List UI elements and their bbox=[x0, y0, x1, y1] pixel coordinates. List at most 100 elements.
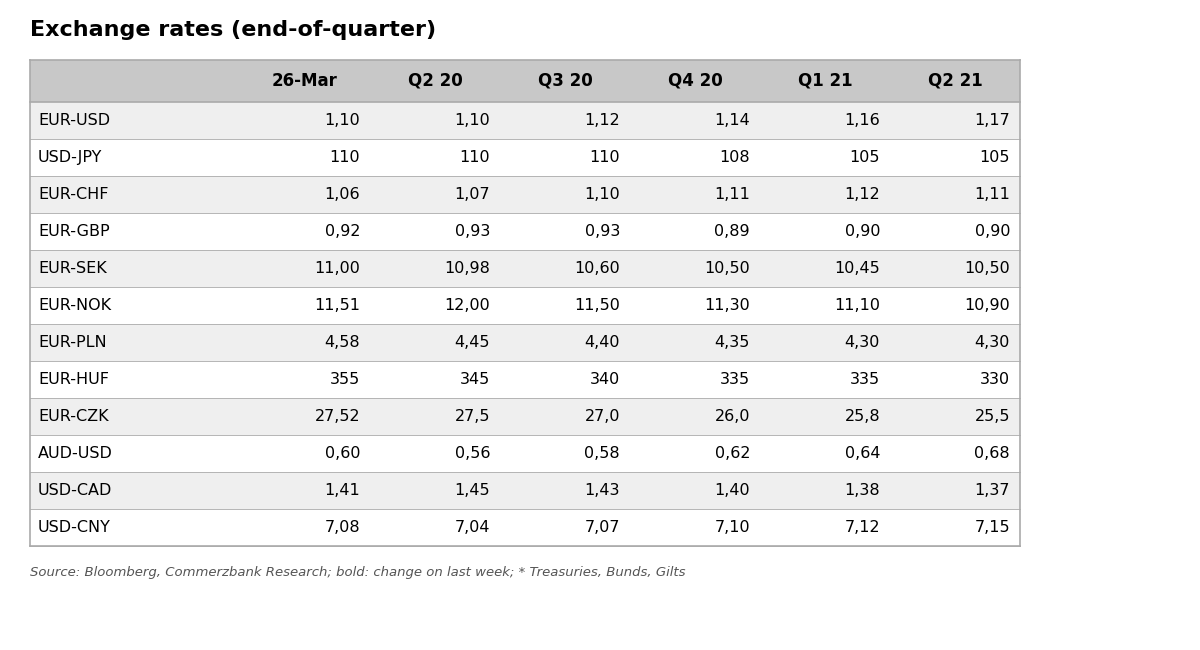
Text: 1,12: 1,12 bbox=[845, 187, 880, 202]
Text: 0,62: 0,62 bbox=[714, 446, 750, 461]
Text: 1,43: 1,43 bbox=[584, 483, 620, 498]
Text: 25,8: 25,8 bbox=[845, 409, 880, 424]
Text: 330: 330 bbox=[980, 372, 1010, 387]
Text: 12,00: 12,00 bbox=[444, 298, 490, 313]
Text: 1,40: 1,40 bbox=[714, 483, 750, 498]
Text: 10,60: 10,60 bbox=[575, 261, 620, 276]
Text: 10,50: 10,50 bbox=[965, 261, 1010, 276]
Text: 10,50: 10,50 bbox=[704, 261, 750, 276]
Text: 1,14: 1,14 bbox=[714, 113, 750, 128]
Text: 1,37: 1,37 bbox=[974, 483, 1010, 498]
Text: EUR-CHF: EUR-CHF bbox=[38, 187, 108, 202]
Text: 0,93: 0,93 bbox=[584, 224, 620, 239]
Text: 335: 335 bbox=[720, 372, 750, 387]
Text: 4,58: 4,58 bbox=[324, 335, 360, 350]
Text: 11,30: 11,30 bbox=[704, 298, 750, 313]
Text: AUD-USD: AUD-USD bbox=[38, 446, 113, 461]
Text: EUR-USD: EUR-USD bbox=[38, 113, 110, 128]
Text: 10,90: 10,90 bbox=[965, 298, 1010, 313]
Text: 110: 110 bbox=[589, 150, 620, 165]
Bar bbox=[30, 509, 1020, 546]
Text: 0,60: 0,60 bbox=[324, 446, 360, 461]
Text: 0,89: 0,89 bbox=[714, 224, 750, 239]
Text: 7,08: 7,08 bbox=[324, 520, 360, 535]
Text: 7,07: 7,07 bbox=[584, 520, 620, 535]
Text: Source: Bloomberg, Commerzbank Research; bold: change on last week; * Treasuries: Source: Bloomberg, Commerzbank Research;… bbox=[30, 566, 685, 579]
Text: 4,45: 4,45 bbox=[455, 335, 490, 350]
Text: 105: 105 bbox=[979, 150, 1010, 165]
Bar bbox=[30, 361, 1020, 398]
Text: 0,68: 0,68 bbox=[974, 446, 1010, 461]
Bar bbox=[30, 139, 1020, 176]
Text: 1,06: 1,06 bbox=[324, 187, 360, 202]
Text: 1,10: 1,10 bbox=[584, 187, 620, 202]
Text: EUR-HUF: EUR-HUF bbox=[38, 372, 109, 387]
Text: 0,92: 0,92 bbox=[324, 224, 360, 239]
Text: 105: 105 bbox=[850, 150, 880, 165]
Text: 0,90: 0,90 bbox=[974, 224, 1010, 239]
Bar bbox=[30, 176, 1020, 213]
Text: 110: 110 bbox=[329, 150, 360, 165]
Text: 0,93: 0,93 bbox=[455, 224, 490, 239]
Text: 26-Mar: 26-Mar bbox=[272, 72, 338, 90]
Text: 4,30: 4,30 bbox=[974, 335, 1010, 350]
Text: Q1 21: Q1 21 bbox=[798, 72, 852, 90]
Text: 335: 335 bbox=[850, 372, 880, 387]
Bar bbox=[30, 60, 1020, 102]
Text: 11,50: 11,50 bbox=[574, 298, 620, 313]
Bar bbox=[30, 102, 1020, 139]
Text: 27,5: 27,5 bbox=[455, 409, 490, 424]
Bar bbox=[30, 324, 1020, 361]
Text: 11,10: 11,10 bbox=[834, 298, 880, 313]
Bar bbox=[30, 398, 1020, 435]
Text: 27,52: 27,52 bbox=[314, 409, 360, 424]
Text: 1,41: 1,41 bbox=[324, 483, 360, 498]
Text: 7,12: 7,12 bbox=[845, 520, 880, 535]
Bar bbox=[30, 213, 1020, 250]
Text: 4,30: 4,30 bbox=[845, 335, 880, 350]
Text: 10,45: 10,45 bbox=[834, 261, 880, 276]
Text: 11,00: 11,00 bbox=[314, 261, 360, 276]
Text: 110: 110 bbox=[460, 150, 490, 165]
Text: USD-JPY: USD-JPY bbox=[38, 150, 102, 165]
Text: 1,10: 1,10 bbox=[455, 113, 490, 128]
Text: 1,17: 1,17 bbox=[974, 113, 1010, 128]
Text: 7,04: 7,04 bbox=[455, 520, 490, 535]
Text: 0,58: 0,58 bbox=[584, 446, 620, 461]
Text: 108: 108 bbox=[719, 150, 750, 165]
Text: 26,0: 26,0 bbox=[714, 409, 750, 424]
Text: 1,45: 1,45 bbox=[455, 483, 490, 498]
Text: 1,11: 1,11 bbox=[974, 187, 1010, 202]
Text: 1,10: 1,10 bbox=[324, 113, 360, 128]
Text: 355: 355 bbox=[330, 372, 360, 387]
Text: 11,51: 11,51 bbox=[314, 298, 360, 313]
Text: 0,56: 0,56 bbox=[455, 446, 490, 461]
Text: 25,5: 25,5 bbox=[974, 409, 1010, 424]
Text: EUR-NOK: EUR-NOK bbox=[38, 298, 112, 313]
Text: EUR-GBP: EUR-GBP bbox=[38, 224, 109, 239]
Text: 1,12: 1,12 bbox=[584, 113, 620, 128]
Text: Q2 20: Q2 20 bbox=[408, 72, 462, 90]
Text: 10,98: 10,98 bbox=[444, 261, 490, 276]
Text: USD-CNY: USD-CNY bbox=[38, 520, 110, 535]
Text: 0,90: 0,90 bbox=[845, 224, 880, 239]
Text: Q3 20: Q3 20 bbox=[538, 72, 593, 90]
Text: EUR-CZK: EUR-CZK bbox=[38, 409, 109, 424]
Text: 4,40: 4,40 bbox=[584, 335, 620, 350]
Text: 0,64: 0,64 bbox=[845, 446, 880, 461]
Text: USD-CAD: USD-CAD bbox=[38, 483, 113, 498]
Text: 1,07: 1,07 bbox=[455, 187, 490, 202]
Text: Q2 21: Q2 21 bbox=[928, 72, 983, 90]
Bar bbox=[30, 250, 1020, 287]
Text: EUR-SEK: EUR-SEK bbox=[38, 261, 107, 276]
Text: 340: 340 bbox=[589, 372, 620, 387]
Text: EUR-PLN: EUR-PLN bbox=[38, 335, 107, 350]
Text: Exchange rates (end-of-quarter): Exchange rates (end-of-quarter) bbox=[30, 20, 436, 40]
Text: 4,35: 4,35 bbox=[715, 335, 750, 350]
Text: 1,16: 1,16 bbox=[845, 113, 880, 128]
Bar bbox=[30, 435, 1020, 472]
Text: 27,0: 27,0 bbox=[584, 409, 620, 424]
Text: 1,38: 1,38 bbox=[845, 483, 880, 498]
Text: 7,15: 7,15 bbox=[974, 520, 1010, 535]
Text: Q4 20: Q4 20 bbox=[667, 72, 722, 90]
